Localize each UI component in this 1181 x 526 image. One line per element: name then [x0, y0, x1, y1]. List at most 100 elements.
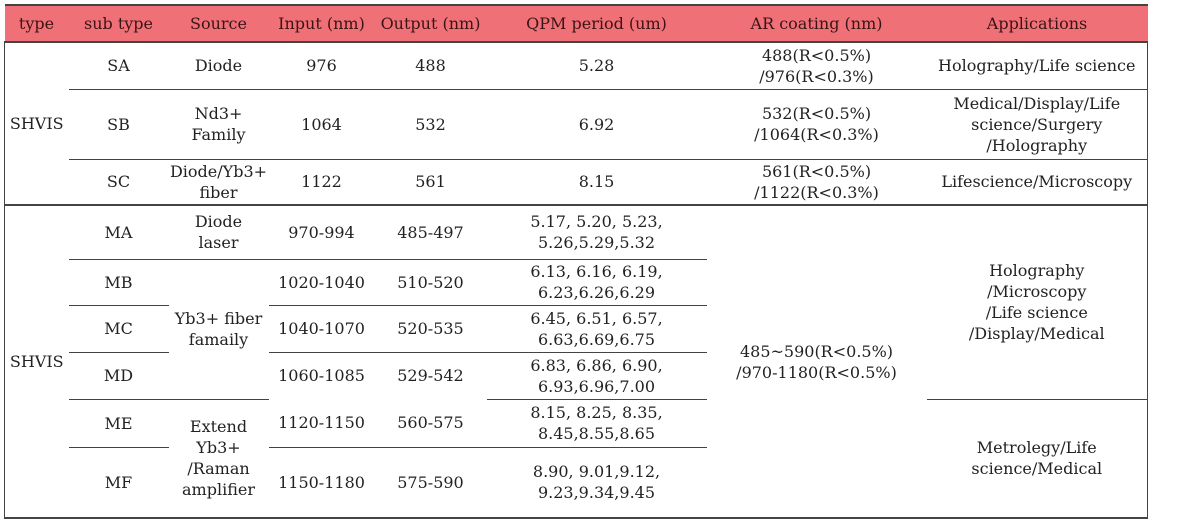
ar-cell: 485~590(R<0.5%)/970-1180(R<0.5%) [706, 204, 927, 519]
source-line: Diode [194, 56, 243, 76]
qpm-cell: 6.45, 6.51, 6.57, 6.63,6.69,6.75 [486, 305, 707, 353]
app-line: science/Medical [971, 459, 1103, 479]
app-line: /Life science [985, 303, 1088, 323]
output-cell: 510-520 [374, 259, 487, 306]
qpm-line: 6.93,6.96,7.00 [537, 376, 656, 396]
source-cell: Extend Yb3+/Raman amplifier [168, 399, 269, 519]
col-header-subtype: sub type [68, 4, 169, 43]
qpm-cell: 6.83, 6.86, 6.90, 6.93,6.96,7.00 [486, 352, 707, 400]
qpm-line: 5.28 [578, 56, 615, 76]
source-line: fiber [199, 182, 238, 202]
qpm-line: 6.63,6.69,6.75 [537, 329, 656, 349]
type-cell: SHVIS [4, 204, 69, 519]
ar-line: 485~590(R<0.5%) [739, 341, 894, 361]
qpm-line: 6.83, 6.86, 6.90, [530, 355, 663, 375]
source-line: Yb3+ fiber [174, 309, 263, 328]
app-line: Holography/Life science [938, 56, 1136, 76]
app-line: /Microscopy [987, 282, 1087, 302]
col-header-ar: AR coating (nm) [706, 4, 927, 43]
subtype-cell: MD [68, 352, 169, 400]
qpm-line: 8.15, 8.25, 8.35, [530, 403, 663, 422]
input-cell: 1064 [268, 89, 375, 160]
qpm-line: 6.23,6.26,6.29 [537, 283, 656, 302]
input-cell: 1120-1150 [268, 399, 375, 448]
qpm-cell: 8.90, 9.01,9.12, 9.23,9.34,9.45 [486, 447, 707, 519]
app-line: /Holography [986, 135, 1088, 155]
qpm-cell: 5.28 [486, 42, 707, 90]
qpm-line: 8.15 [578, 172, 615, 192]
spec-table: type sub type Source Input (nm) Output (… [4, 4, 1148, 519]
output-cell: 485-497 [374, 204, 487, 260]
table-row: SHVIS SA Diode 976 488 5.28 488(R<0.5%) /… [4, 42, 1148, 206]
subtype-cell: MB [68, 259, 169, 306]
col-header-input: Input (nm) [268, 4, 375, 43]
source-line: Diode [194, 212, 243, 232]
table-row: MD 1060-1085 529-542 6.83, 6.86, 6.90, 6.… [5, 352, 1148, 400]
input-cell: 1040-1070 [268, 305, 375, 353]
output-cell: 529-542 [397, 366, 464, 386]
source-cell: Nd3+ Family [168, 89, 269, 160]
app-line: science/Surgery [971, 114, 1103, 134]
table-row: MB Yb3+ fiber famaily 1020-1040 510-520 6… [5, 259, 1148, 400]
ar-line: 561(R<0.5%) [761, 161, 872, 181]
table-row: SC Diode/Yb3+ fiber 1122 561 8.15 561(R<0… [5, 159, 1148, 205]
app-line: Lifescience/Microscopy [941, 172, 1133, 192]
qpm-cell: 6.13, 6.16, 6.19, 6.23,6.26,6.29 [486, 259, 707, 306]
input-cell: 970-994 [268, 204, 375, 260]
app-cell: Medical/Display/Life science/Surgery/Holo… [926, 89, 1148, 160]
source-line: Family [191, 125, 246, 144]
qpm-line: 6.45, 6.51, 6.57, [530, 308, 663, 328]
table-row: ME Extend Yb3+/Raman amplifier 1120-1150 5… [5, 399, 1148, 519]
col-header-qpm: QPM period (um) [486, 4, 707, 43]
ar-line: /1064(R<0.3%) [754, 125, 879, 144]
output-cell: 520-535 [374, 305, 487, 353]
output-cell: 560-575 [374, 399, 487, 448]
table-row: MC 1040-1070 520-535 6.45, 6.51, 6.57, 6.… [5, 305, 1148, 353]
subtype-cell: SB [68, 89, 169, 160]
subtype-cell: MC [68, 305, 169, 353]
subtype-cell: ME [68, 399, 169, 448]
ar-cell: 561(R<0.5%)/1122(R<0.3%) [707, 159, 927, 205]
table-row: MF 1150-1180 575-590 8.90, 9.01,9.12, 9.2… [5, 447, 1148, 519]
source-cell: Yb3+ fiber famaily [168, 259, 269, 400]
app-line: /Display/Medical [968, 324, 1105, 344]
source-cell: Diode laser [168, 204, 269, 260]
output-cell: 488 [374, 42, 487, 90]
app-line: Medical/Display/Life [953, 93, 1121, 113]
qpm-line: 9.23,9.34,9.45 [537, 483, 656, 503]
source-line: Nd3+ [194, 104, 243, 123]
type-cell: SHVIS [4, 42, 69, 206]
input-cell: 1060-1085 [278, 366, 365, 386]
input-cell: 976 [268, 42, 375, 90]
input-cell: 1150-1180 [268, 447, 375, 519]
ar-line: /976(R<0.3%) [759, 66, 874, 86]
app-line: Holography [989, 261, 1085, 281]
source-cell: Diode [168, 42, 269, 90]
qpm-line: 6.92 [578, 114, 615, 134]
source-line: famaily [188, 330, 249, 349]
ar-line: 532(R<0.5%) [761, 104, 872, 123]
subtype-cell: MA [68, 204, 169, 260]
table-row: SB Nd3+ Family 1064 532 6.92 532(R<0.5%) /… [5, 89, 1148, 160]
subtype-cell: MF [68, 447, 169, 519]
qpm-line: 8.45,8.55,8.65 [537, 424, 656, 443]
col-header-type: type [4, 4, 69, 43]
source-line: amplifier [182, 480, 255, 500]
source-line: Extend [189, 417, 248, 437]
qpm-line: 6.13, 6.16, 6.19, [530, 262, 663, 281]
input-cell: 1122 [301, 172, 342, 192]
ar-cell: 532(R<0.5%) /1064(R<0.3%) [706, 89, 927, 160]
source-line: Diode/Yb3+ [169, 161, 268, 181]
qpm-cell: 6.92 [486, 89, 707, 160]
input-cell: 1020-1040 [268, 259, 375, 306]
qpm-cell: 5.17, 5.20, 5.23, 5.26,5.29,5.32 [486, 204, 707, 260]
ar-line: 488(R<0.5%) [761, 45, 872, 65]
app-cell: Holography/Life science [926, 42, 1148, 90]
qpm-line: 8.90, 9.01,9.12, [532, 462, 661, 482]
app-cell: Metrolegy/Life science/Medical [926, 399, 1148, 519]
app-cell: Holography/Microscopy/Life science/Displ… [926, 204, 1148, 400]
app-line: Metrolegy/Life [976, 438, 1097, 458]
qpm-line: 5.17, 5.20, 5.23, [530, 212, 663, 232]
subtype-cell: SC [106, 172, 131, 192]
col-header-source: Source [168, 4, 269, 43]
